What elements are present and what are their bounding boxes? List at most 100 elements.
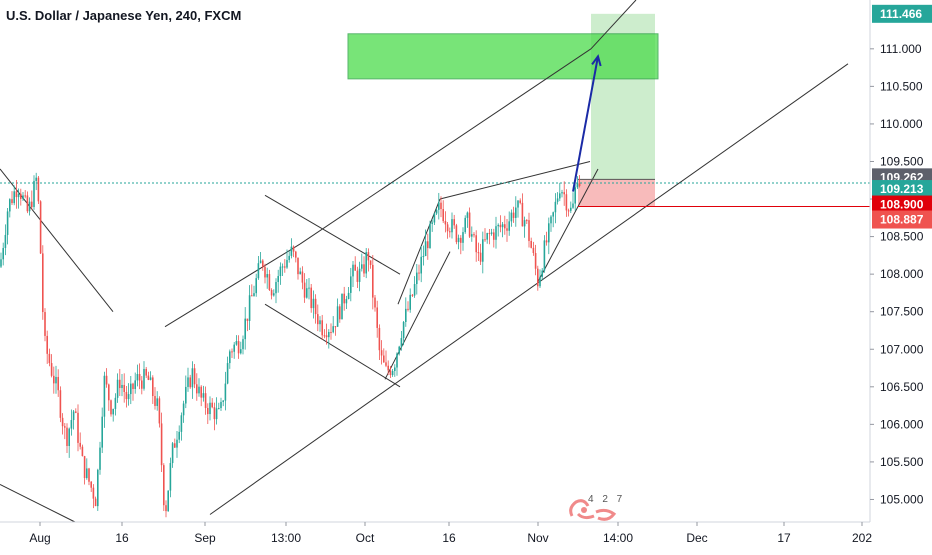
candle-body: [46, 335, 48, 354]
candle-body: [88, 468, 90, 482]
candle-body: [299, 271, 301, 275]
candle-body: [323, 335, 326, 337]
candle-body: [380, 350, 383, 356]
candle-body: [255, 278, 257, 294]
candle-body: [86, 468, 88, 479]
candle-body: [266, 274, 268, 278]
candle-body: [116, 379, 119, 398]
candle-body: [418, 272, 420, 274]
candle-body: [281, 266, 284, 268]
candle-body: [394, 367, 396, 372]
trend-line: [384, 251, 451, 380]
y-tick-label: 108.500: [880, 230, 924, 244]
candle-body: [510, 212, 513, 222]
candle-body: [314, 298, 317, 315]
candle-body: [193, 368, 196, 385]
candle-body: [556, 198, 559, 202]
chart-title: U.S. Dollar / Japanese Yen, 240, FXCM: [6, 8, 242, 23]
candle-body: [226, 363, 229, 384]
candle-body: [259, 260, 262, 264]
candle-body: [396, 353, 398, 368]
candle-body: [440, 202, 442, 210]
price-tag-label: 111.466: [880, 7, 922, 21]
x-tick-label: Dec: [686, 531, 707, 545]
price-tag: [872, 195, 932, 214]
candle-body: [253, 293, 255, 296]
candle-body: [196, 384, 198, 394]
candle-body: [165, 505, 167, 512]
candle-body: [163, 465, 165, 506]
candle-body: [123, 384, 125, 392]
candle-body: [286, 259, 288, 268]
candle-body: [565, 194, 568, 211]
candle-body: [325, 335, 328, 338]
candle-body: [356, 270, 359, 282]
candle-body: [537, 268, 539, 287]
candle-body: [517, 200, 519, 208]
candle-body: [455, 225, 458, 243]
candle-body: [121, 384, 123, 389]
candle-body: [55, 376, 57, 384]
target-zone: [347, 33, 659, 80]
projection-arrow-line: [572, 56, 599, 192]
candle-body: [240, 349, 242, 354]
candle-body: [110, 400, 112, 415]
candle-body: [374, 297, 376, 308]
candle-body: [211, 402, 213, 408]
candle-body: [235, 341, 238, 345]
candle-body: [59, 390, 62, 418]
candle-body: [515, 207, 517, 218]
candle-body: [372, 264, 374, 298]
candles-layer: [0, 172, 581, 518]
x-tick-label: 17: [777, 531, 791, 545]
candle-body: [339, 306, 341, 320]
candle-body: [405, 308, 407, 322]
candle-body: [554, 201, 557, 213]
candle-body: [97, 469, 99, 507]
candle-body: [264, 266, 266, 278]
candle-body: [482, 239, 484, 262]
candle-body: [9, 199, 11, 212]
candle-body: [224, 383, 227, 401]
candle-body: [143, 368, 145, 389]
candle-body: [42, 253, 44, 313]
trend-line: [397, 198, 441, 305]
candle-body: [383, 355, 385, 363]
candle-body: [453, 219, 455, 226]
candle-body: [548, 223, 550, 243]
y-tick-label: 107.500: [880, 305, 924, 319]
candle-body: [526, 220, 528, 222]
candle-body: [81, 446, 84, 457]
candle-body: [68, 428, 70, 446]
candle-body: [310, 287, 312, 309]
candle-body: [39, 201, 42, 254]
candle-body: [251, 295, 253, 297]
candle-body: [306, 288, 308, 298]
x-tick-label: 14:00: [603, 531, 633, 545]
candle-body: [464, 217, 466, 233]
candle-body: [101, 416, 103, 448]
candle-body: [147, 375, 150, 380]
candle-body: [471, 234, 473, 237]
candle-body: [297, 257, 299, 275]
trend-line: [439, 160, 591, 200]
candle-body: [312, 298, 315, 309]
candle-body: [523, 220, 526, 227]
candle-body: [347, 292, 350, 299]
candle-body: [169, 463, 172, 491]
candle-body: [402, 321, 405, 339]
candle-body: [64, 426, 66, 428]
candle-body: [237, 341, 240, 354]
candle-body: [79, 442, 81, 447]
candle-body: [2, 247, 4, 260]
x-tick-label: Sep: [194, 531, 216, 545]
candle-body: [345, 298, 348, 304]
candle-body: [66, 427, 68, 446]
y-tick-label: 105.000: [880, 492, 924, 506]
candle-body: [187, 377, 189, 387]
candle-body: [411, 294, 414, 296]
candle-body: [209, 402, 211, 415]
candle-body: [292, 246, 295, 252]
candle-body: [332, 326, 334, 333]
candle-body: [290, 246, 293, 256]
